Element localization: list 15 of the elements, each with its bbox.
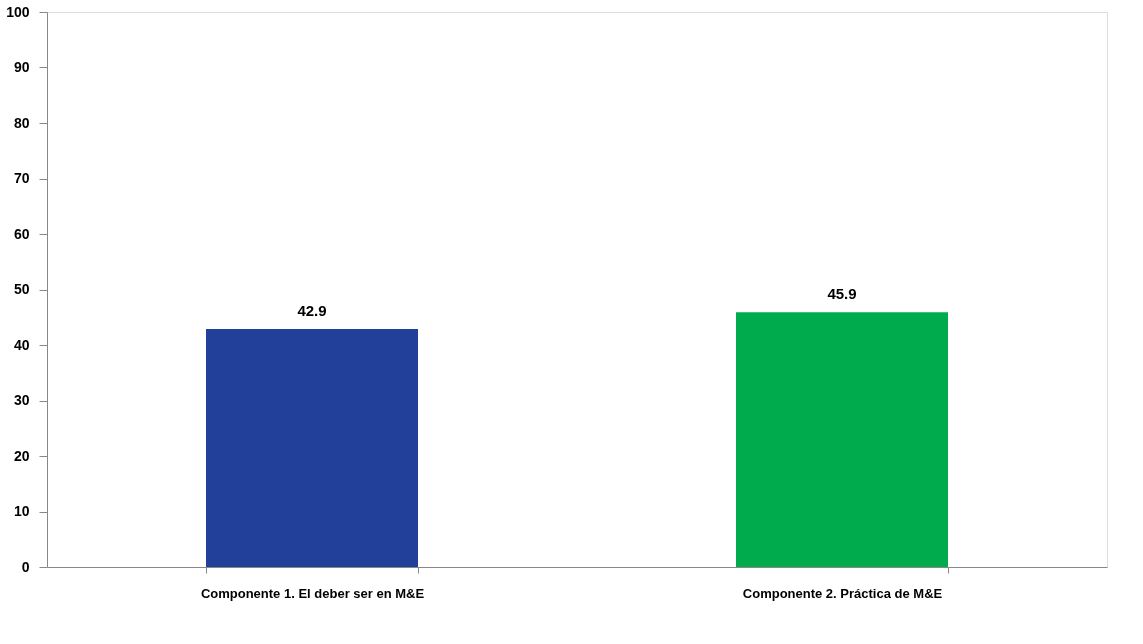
y-tick-label: 70 — [13, 170, 30, 186]
y-tick-label: 30 — [13, 392, 30, 408]
y-tick-label: 40 — [13, 336, 30, 353]
y-tick-label: 10 — [13, 503, 30, 519]
data-label: 42.9 — [297, 301, 327, 319]
y-tick-label: 80 — [13, 114, 30, 131]
x-tick-label: Componente 2. Práctica de M&E — [742, 585, 943, 601]
data-label: 45.9 — [827, 285, 857, 303]
y-tick-label: 50 — [13, 281, 30, 297]
x-tick-label: Componente 1. El deber ser en M&E — [200, 585, 425, 601]
y-tick-label: 90 — [13, 59, 30, 75]
y-tick-label: 100 — [6, 3, 30, 20]
y-tick-label: 0 — [21, 558, 30, 575]
y-tick-label: 60 — [13, 225, 30, 242]
y-tick-label: 20 — [13, 447, 30, 464]
